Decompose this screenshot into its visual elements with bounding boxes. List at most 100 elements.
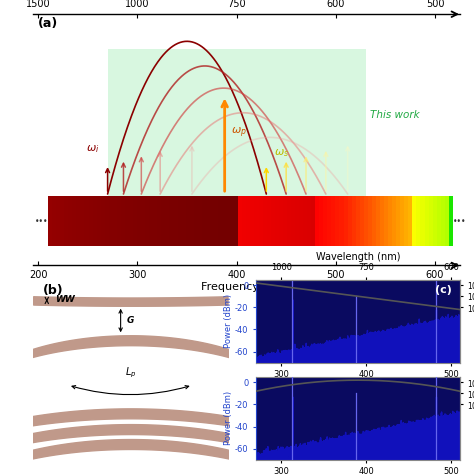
Text: (b): (b): [43, 284, 64, 297]
Bar: [339, 197, 344, 246]
Bar: [190, 197, 194, 246]
Text: WW: WW: [55, 295, 75, 304]
Bar: [263, 197, 267, 246]
X-axis label: Frequency (THz): Frequency (THz): [201, 282, 292, 292]
Bar: [153, 197, 157, 246]
Bar: [89, 197, 92, 246]
Bar: [210, 197, 214, 246]
Bar: [230, 197, 234, 246]
Bar: [165, 197, 170, 246]
Bar: [258, 197, 263, 246]
Bar: [182, 197, 186, 246]
Bar: [279, 197, 283, 246]
Bar: [255, 197, 258, 246]
Bar: [425, 197, 428, 246]
Bar: [145, 197, 149, 246]
Bar: [178, 197, 182, 246]
Bar: [250, 197, 255, 246]
Bar: [412, 197, 416, 246]
Bar: [404, 197, 408, 246]
X-axis label: Wavelength (nm): Wavelength (nm): [316, 252, 400, 262]
Bar: [108, 49, 365, 197]
Bar: [64, 197, 68, 246]
Bar: [388, 197, 392, 246]
Bar: [271, 197, 275, 246]
Text: $\omega_i$: $\omega_i$: [86, 144, 100, 155]
Bar: [173, 197, 178, 246]
Bar: [372, 197, 376, 246]
Text: $\omega_p$: $\omega_p$: [231, 126, 246, 140]
Bar: [428, 197, 433, 246]
Bar: [315, 197, 319, 246]
Bar: [186, 197, 190, 246]
Bar: [73, 197, 76, 246]
Y-axis label: Power (dBm): Power (dBm): [224, 294, 233, 348]
Bar: [246, 197, 250, 246]
Bar: [323, 197, 328, 246]
Bar: [234, 197, 238, 246]
Bar: [380, 197, 384, 246]
Bar: [198, 197, 202, 246]
Bar: [76, 197, 81, 246]
Bar: [68, 197, 73, 246]
Bar: [48, 197, 52, 246]
Bar: [56, 197, 60, 246]
Bar: [291, 197, 295, 246]
Bar: [125, 197, 129, 246]
Bar: [162, 197, 165, 246]
Text: (c): (c): [435, 285, 452, 295]
Bar: [368, 197, 372, 246]
Text: $L_p$: $L_p$: [125, 366, 136, 380]
Bar: [218, 197, 222, 246]
Bar: [287, 197, 291, 246]
Bar: [100, 197, 105, 246]
Text: This work: This work: [371, 110, 420, 120]
Bar: [97, 197, 100, 246]
Bar: [113, 197, 117, 246]
Bar: [133, 197, 137, 246]
Bar: [364, 197, 368, 246]
Bar: [92, 197, 97, 246]
Bar: [149, 197, 153, 246]
Bar: [283, 197, 287, 246]
Bar: [129, 197, 133, 246]
Bar: [420, 197, 425, 246]
Bar: [437, 197, 441, 246]
Bar: [408, 197, 412, 246]
Bar: [222, 197, 226, 246]
Bar: [206, 197, 210, 246]
Y-axis label: Power (dBm): Power (dBm): [224, 391, 233, 446]
Bar: [303, 197, 307, 246]
Bar: [449, 197, 453, 246]
Bar: [392, 197, 396, 246]
Bar: [52, 197, 56, 246]
Bar: [344, 197, 347, 246]
Bar: [214, 197, 218, 246]
Bar: [202, 197, 206, 246]
Bar: [356, 197, 360, 246]
Bar: [226, 197, 230, 246]
Bar: [433, 197, 437, 246]
Bar: [141, 197, 145, 246]
Bar: [109, 197, 113, 246]
Bar: [400, 197, 404, 246]
Bar: [157, 197, 162, 246]
Bar: [376, 197, 380, 246]
Bar: [441, 197, 445, 246]
Text: •••: •••: [36, 217, 49, 226]
Bar: [384, 197, 388, 246]
Bar: [238, 197, 242, 246]
Bar: [360, 197, 364, 246]
Bar: [81, 197, 84, 246]
Bar: [336, 197, 339, 246]
Text: (a): (a): [37, 17, 58, 30]
Bar: [352, 197, 356, 246]
Bar: [328, 197, 331, 246]
Bar: [307, 197, 311, 246]
Bar: [311, 197, 315, 246]
Bar: [105, 197, 109, 246]
Bar: [416, 197, 420, 246]
Bar: [170, 197, 173, 246]
Bar: [137, 197, 141, 246]
Bar: [319, 197, 323, 246]
